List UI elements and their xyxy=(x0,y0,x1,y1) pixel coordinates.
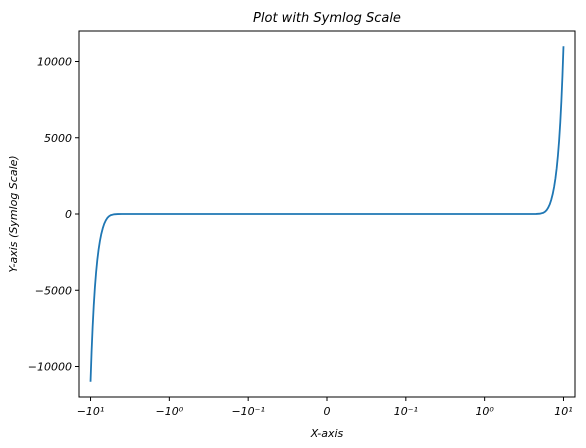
x-tick-label: −10⁻¹ xyxy=(231,405,264,418)
x-tick-label: −10⁰ xyxy=(156,405,184,418)
x-tick-label: −10¹ xyxy=(77,405,105,418)
y-tick-label: −5000 xyxy=(35,284,72,297)
y-tick-label: 0 xyxy=(65,208,72,221)
x-axis-ticks: −10¹ −10⁰ −10⁻¹ 0 10⁻¹ 10⁰ 10¹ xyxy=(77,397,573,418)
y-tick-label: 10000 xyxy=(37,56,72,69)
x-tick-label: 10⁻¹ xyxy=(394,405,418,418)
chart-title: Plot with Symlog Scale xyxy=(253,11,401,26)
y-tick-label: −10000 xyxy=(28,361,72,374)
x-tick-label: 10⁰ xyxy=(475,405,494,418)
x-axis-label: X-axis xyxy=(310,427,344,440)
x-tick-label: 10¹ xyxy=(554,405,572,418)
series-layer xyxy=(89,46,565,382)
y-axis-label: Y-axis (Symlog Scale) xyxy=(7,155,20,272)
y-tick-label: 5000 xyxy=(44,132,72,145)
x-tick-label: 0 xyxy=(324,405,331,418)
y-axis-ticks: −10000 −5000 0 5000 10000 xyxy=(28,56,79,374)
series-line-0 xyxy=(89,46,565,382)
